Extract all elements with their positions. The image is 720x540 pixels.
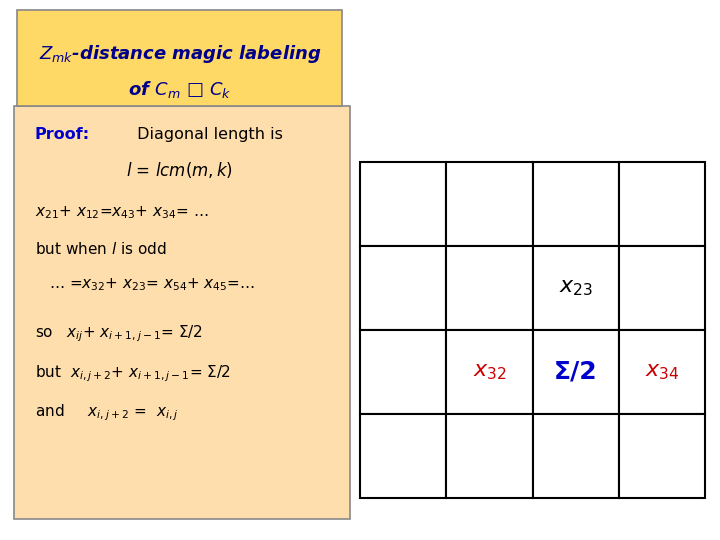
Bar	[446, 414, 533, 498]
Text: but when $l$ is odd: but when $l$ is odd	[35, 241, 166, 256]
Text: $x_{21}$+ $x_{12}$=$x_{43}$+ $x_{34}$= …: $x_{21}$+ $x_{12}$=$x_{43}$+ $x_{34}$= …	[35, 205, 209, 221]
Bar	[533, 161, 619, 246]
Bar	[533, 330, 619, 414]
Bar	[360, 246, 446, 330]
Text: so   $x_{ij}$+ $x_{i+1,j-1}$= Σ/2: so $x_{ij}$+ $x_{i+1,j-1}$= Σ/2	[35, 324, 202, 345]
Bar	[533, 414, 619, 498]
Bar	[619, 414, 705, 498]
FancyBboxPatch shape	[14, 106, 349, 519]
Bar	[360, 414, 446, 498]
Text: Diagonal length is: Diagonal length is	[132, 127, 282, 142]
Text: and     $x_{i,j+2}$ =  $x_{i,j}$: and $x_{i,j+2}$ = $x_{i,j}$	[35, 402, 179, 423]
Bar	[360, 161, 446, 246]
Bar	[446, 246, 533, 330]
Text: of $C_m$ □ $C_k$: of $C_m$ □ $C_k$	[128, 79, 232, 100]
Text: $Z_{mk}$-distance magic labeling: $Z_{mk}$-distance magic labeling	[39, 43, 321, 65]
Text: $x_{23}$: $x_{23}$	[559, 278, 593, 298]
Text: … =$x_{32}$+ $x_{23}$= $x_{54}$+ $x_{45}$=…: … =$x_{32}$+ $x_{23}$= $x_{54}$+ $x_{45}…	[49, 276, 255, 293]
Bar	[446, 330, 533, 414]
FancyBboxPatch shape	[17, 10, 343, 106]
Text: Σ/2: Σ/2	[554, 360, 598, 384]
Bar	[619, 246, 705, 330]
Bar	[533, 246, 619, 330]
Bar	[446, 161, 533, 246]
Text: but  $x_{i,j+2}$+ $x_{i+1,j-1}$= Σ/2: but $x_{i,j+2}$+ $x_{i+1,j-1}$= Σ/2	[35, 363, 231, 383]
Text: $x_{32}$: $x_{32}$	[472, 362, 506, 382]
Bar	[619, 330, 705, 414]
Bar	[619, 161, 705, 246]
Bar	[360, 330, 446, 414]
Text: Proof:: Proof:	[35, 127, 90, 142]
Text: $x_{34}$: $x_{34}$	[645, 362, 680, 382]
Text: $l$ = lcm$(m,k)$: $l$ = lcm$(m,k)$	[126, 160, 233, 180]
